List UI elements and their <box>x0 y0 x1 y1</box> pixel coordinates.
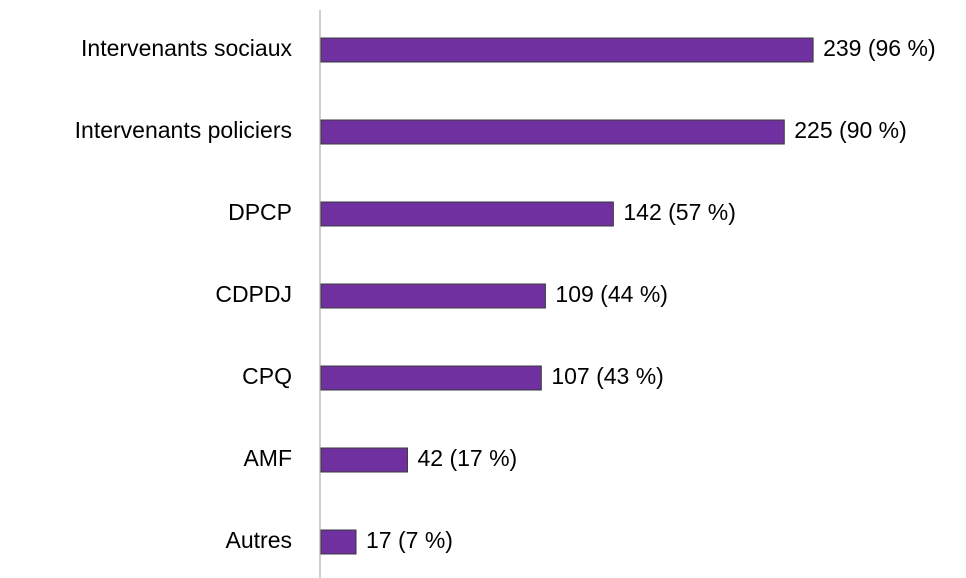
bar <box>320 283 546 309</box>
category-label: Intervenants sociaux <box>81 35 292 61</box>
data-label: 109 (44 %) <box>555 281 668 307</box>
data-label: 107 (43 %) <box>551 363 664 389</box>
category-label: AMF <box>243 445 292 471</box>
category-label: Autres <box>226 527 292 553</box>
bar <box>320 119 785 145</box>
data-label: 42 (17 %) <box>417 445 517 471</box>
data-label: 225 (90 %) <box>794 117 907 143</box>
data-label: 239 (96 %) <box>823 35 936 61</box>
data-label: 142 (57 %) <box>623 199 736 225</box>
data-label: 17 (7 %) <box>366 527 453 553</box>
category-label: CDPDJ <box>215 281 292 307</box>
bar <box>320 447 408 473</box>
bar <box>320 529 357 555</box>
category-label: Intervenants policiers <box>75 117 292 143</box>
bar <box>320 37 814 63</box>
category-label: CPQ <box>242 363 292 389</box>
bar <box>320 201 614 227</box>
category-label: DPCP <box>228 199 292 225</box>
bar <box>320 365 542 391</box>
